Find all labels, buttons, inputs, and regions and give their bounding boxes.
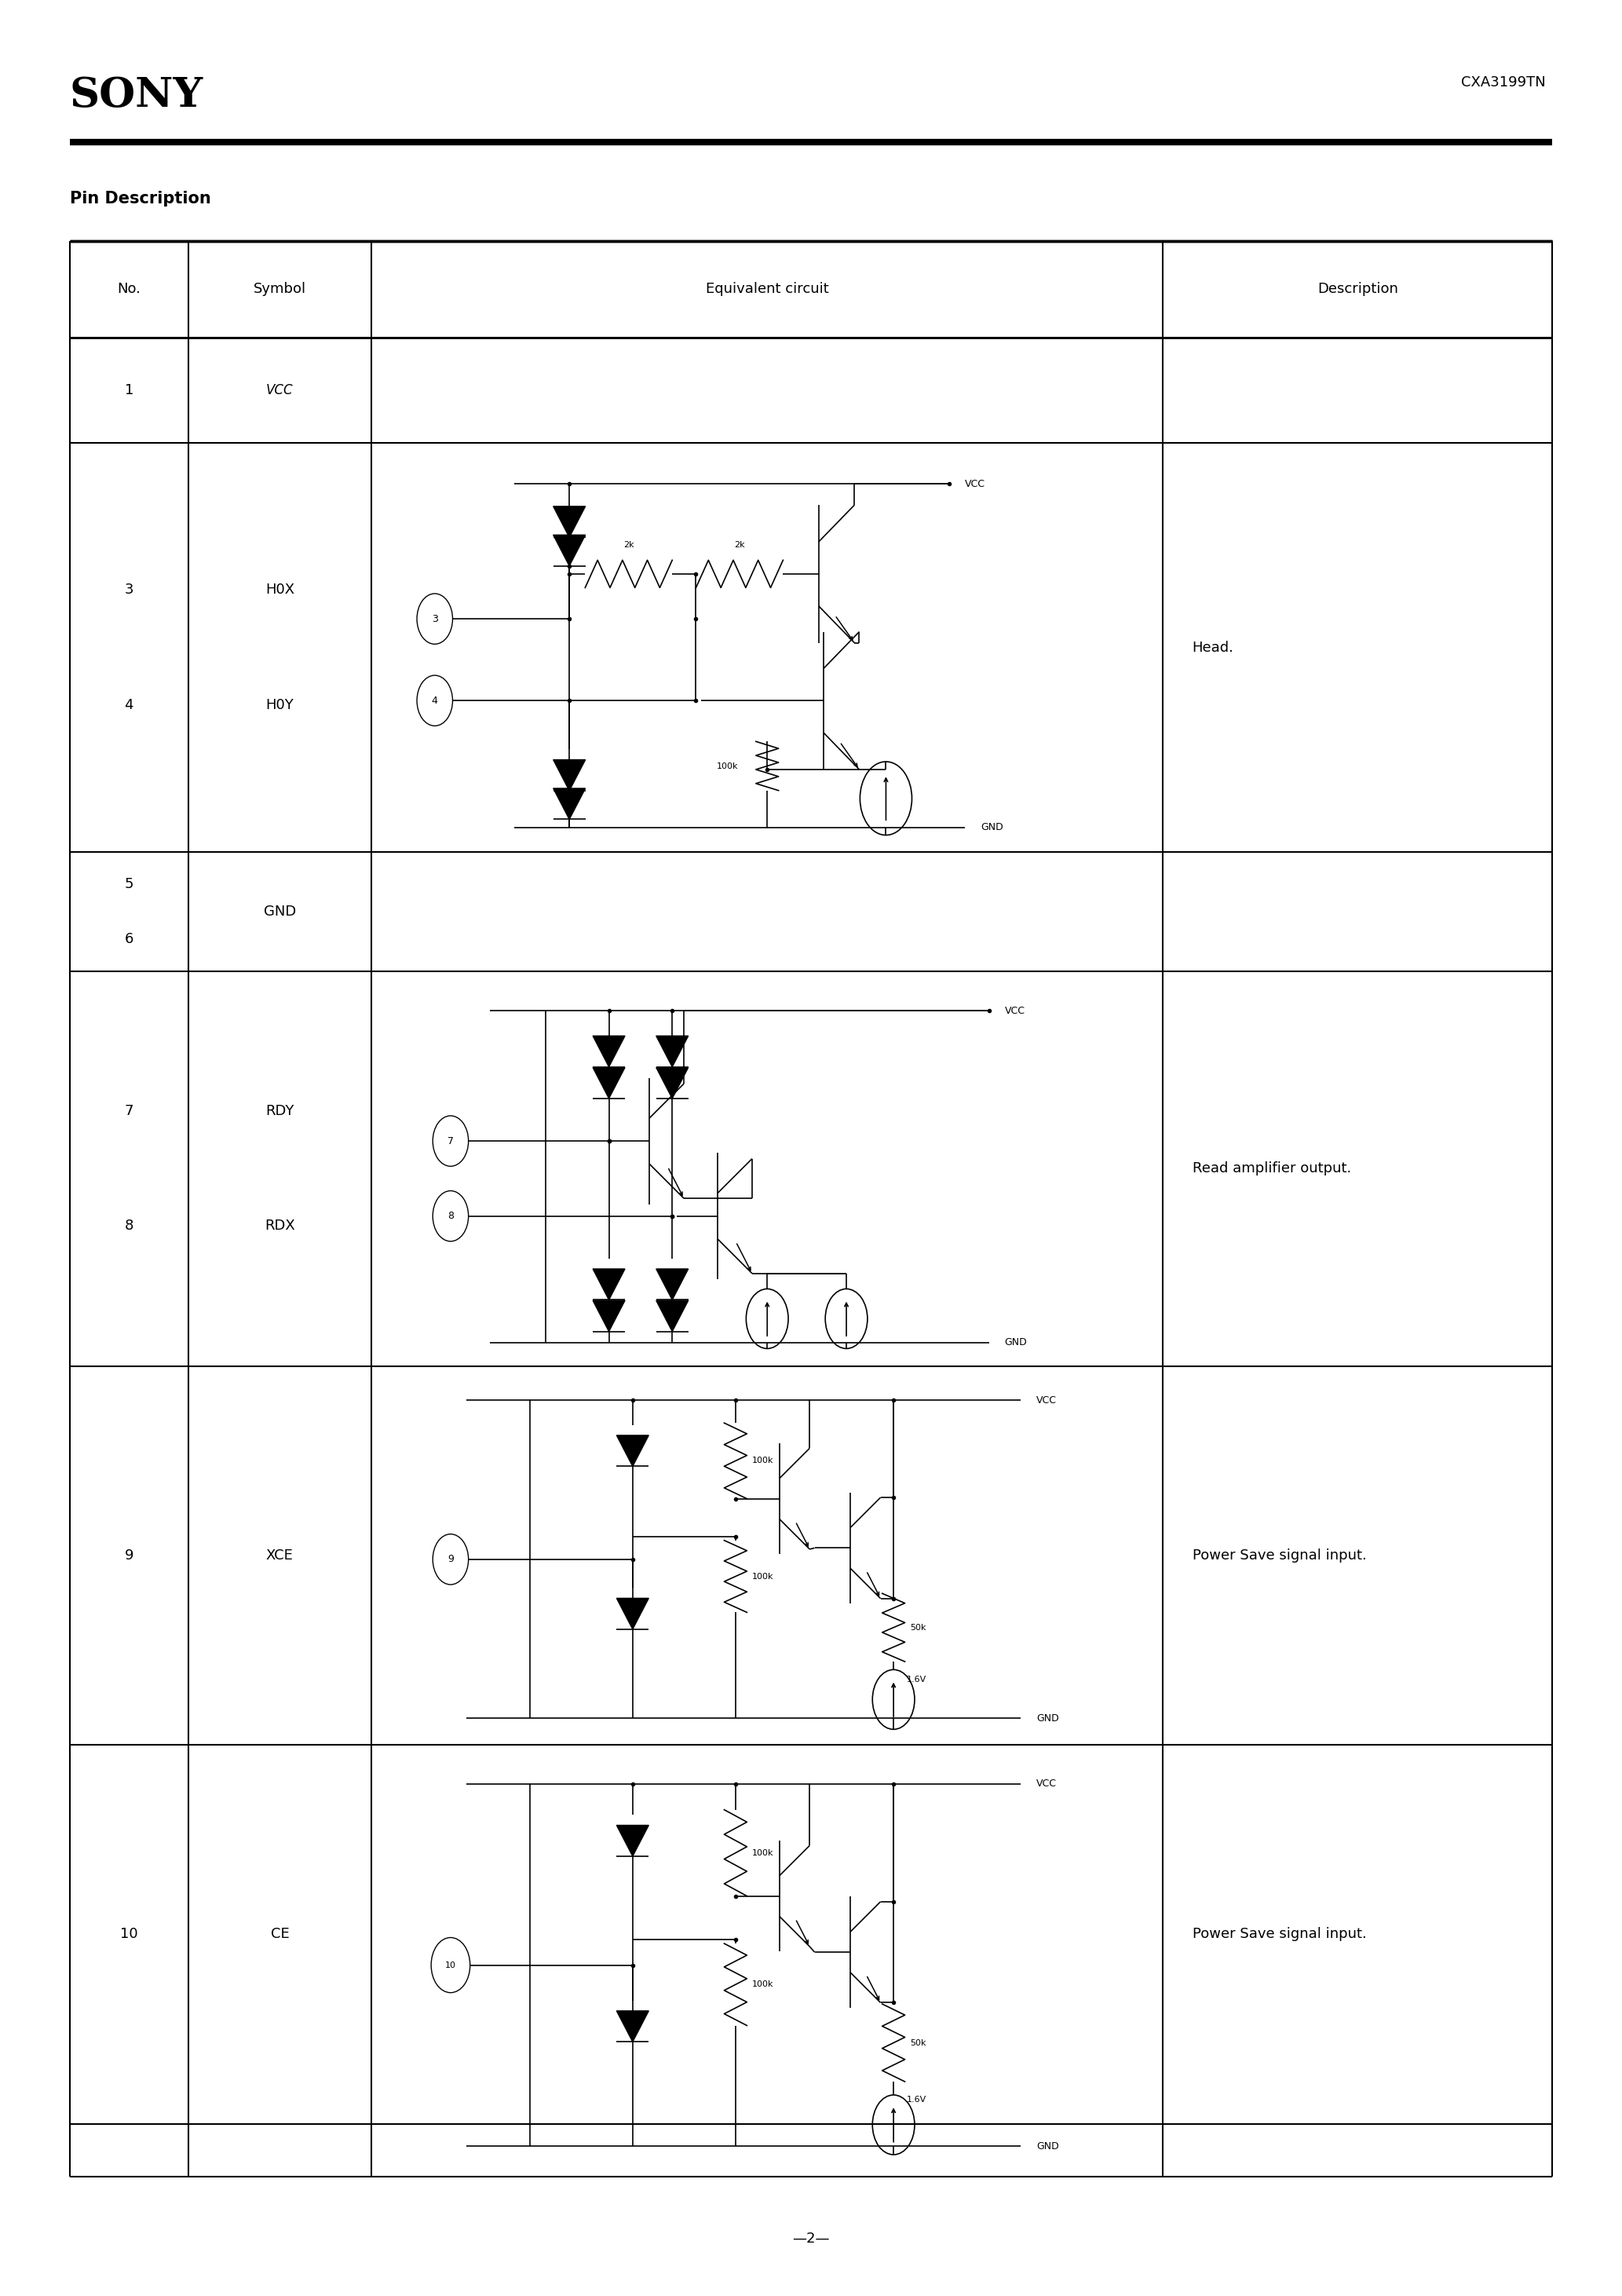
Text: 4: 4 [431,696,438,705]
Polygon shape [553,535,586,567]
Text: 1.6V: 1.6V [907,1676,926,1683]
Text: GND: GND [1004,1336,1027,1348]
Text: 100k: 100k [751,1981,774,1988]
Text: 100k: 100k [751,1573,774,1580]
Polygon shape [657,1300,688,1332]
Text: 50k: 50k [910,1623,926,1632]
Text: Power Save signal input.: Power Save signal input. [1192,1926,1366,1942]
Text: 100k: 100k [751,1848,774,1857]
Text: VCC: VCC [1004,1006,1025,1015]
Polygon shape [616,1598,649,1630]
Text: 1: 1 [125,383,133,397]
Polygon shape [592,1035,624,1068]
Text: GND: GND [981,822,1004,833]
Polygon shape [592,1300,624,1332]
Text: RDY: RDY [266,1104,294,1118]
Polygon shape [657,1035,688,1068]
Text: No.: No. [117,282,141,296]
Text: VCC: VCC [266,383,294,397]
Text: Power Save signal input.: Power Save signal input. [1192,1548,1366,1564]
Text: 10: 10 [444,1961,456,1970]
Text: 3: 3 [125,583,133,597]
Text: 2k: 2k [623,542,634,549]
Text: GND: GND [264,905,295,918]
Text: 1.6V: 1.6V [907,2096,926,2103]
Text: Description: Description [1317,282,1398,296]
Text: VCC: VCC [1036,1396,1058,1405]
Text: VCC: VCC [1036,1779,1058,1789]
Text: —2—: —2— [793,2232,829,2245]
Text: 8: 8 [125,1219,133,1233]
Text: 2k: 2k [735,542,744,549]
Text: Pin Description: Pin Description [70,191,211,207]
Polygon shape [592,1068,624,1097]
Polygon shape [616,1435,649,1467]
Text: Symbol: Symbol [253,282,307,296]
Text: CXA3199TN: CXA3199TN [1461,76,1546,90]
Text: VCC: VCC [965,480,986,489]
Text: 7: 7 [125,1104,133,1118]
Polygon shape [592,1270,624,1300]
Text: 8: 8 [448,1210,454,1221]
Polygon shape [616,1825,649,1855]
Text: CE: CE [271,1926,289,1942]
Text: 10: 10 [120,1926,138,1942]
Text: H0X: H0X [266,583,294,597]
Polygon shape [553,760,586,790]
Polygon shape [553,507,586,537]
Text: 6: 6 [125,932,133,946]
Text: 5: 5 [125,877,133,891]
Text: H0Y: H0Y [266,698,294,712]
Text: GND: GND [1036,2142,1059,2151]
Text: GND: GND [1036,1713,1059,1724]
Text: 4: 4 [125,698,133,712]
Polygon shape [657,1270,688,1300]
Text: 7: 7 [448,1137,454,1146]
Text: SONY: SONY [70,76,203,115]
Text: Equivalent circuit: Equivalent circuit [706,282,829,296]
Text: 9: 9 [448,1554,454,1564]
Text: 100k: 100k [717,762,738,769]
Text: RDX: RDX [264,1219,295,1233]
Text: 50k: 50k [910,2039,926,2046]
Text: Head.: Head. [1192,641,1234,654]
Polygon shape [553,788,586,820]
Text: 3: 3 [431,613,438,625]
Polygon shape [616,2011,649,2041]
Text: Read amplifier output.: Read amplifier output. [1192,1162,1351,1176]
Text: 9: 9 [125,1548,133,1564]
Polygon shape [657,1068,688,1097]
Text: XCE: XCE [266,1548,294,1564]
Text: 100k: 100k [751,1458,774,1465]
